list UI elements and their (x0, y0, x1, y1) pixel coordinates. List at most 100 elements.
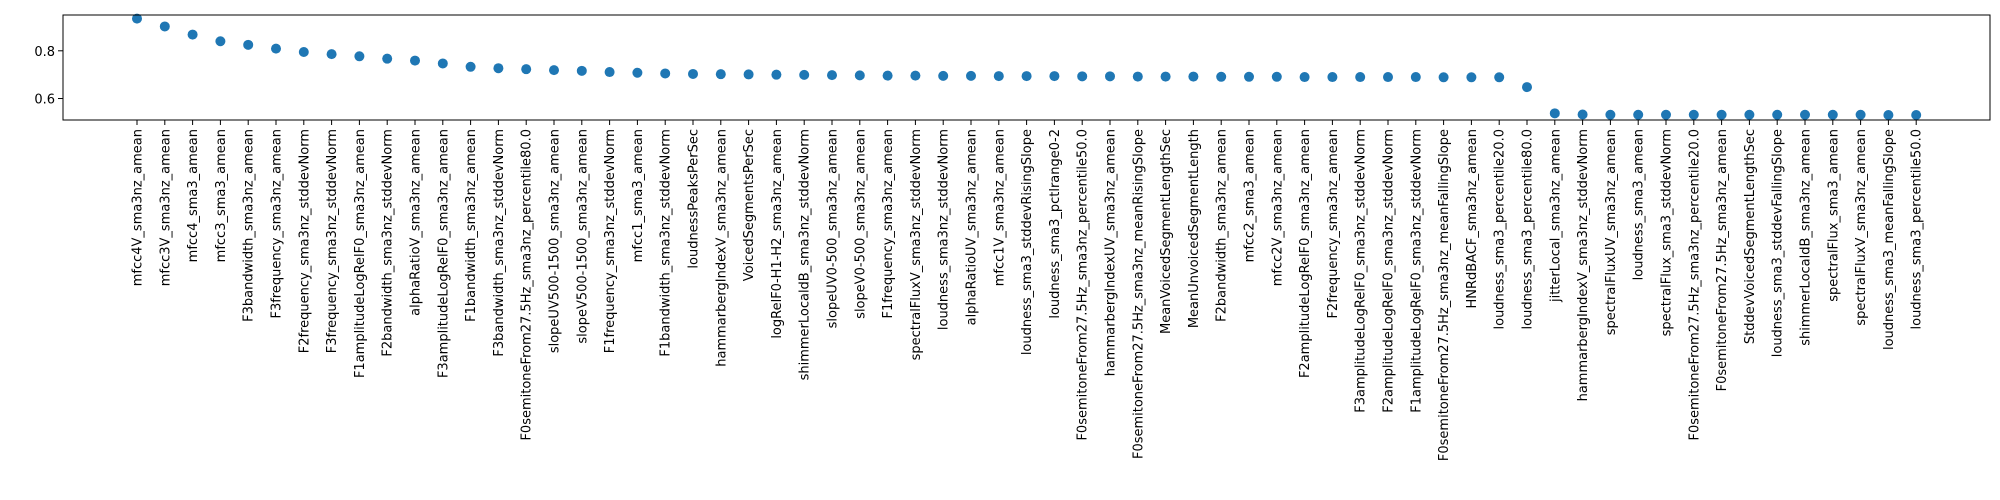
data-point (410, 55, 420, 66)
data-point (910, 70, 921, 81)
data-point (1410, 72, 1421, 83)
data-point (1105, 71, 1115, 82)
data-point (521, 64, 532, 75)
x-tick-label: HNRdBACF_sma3nz_amean (1465, 129, 1480, 309)
x-axis: mfcc4V_sma3nz_amean mfcc3V_sma3nz_amean mf… (131, 120, 1925, 461)
data-point (1160, 71, 1171, 82)
data-point (1772, 109, 1783, 120)
x-tick-label: F0semitoneFrom27.5Hz_sma3nz_meanFallingS… (1437, 129, 1452, 461)
x-tick-label: mfcc2V_sma3nz_amean (1270, 129, 1285, 286)
data-point (854, 70, 865, 81)
x-tick-label: spectralFlux_sma3_stddevNorm (1660, 129, 1675, 336)
data-point (1244, 71, 1254, 82)
data-point (771, 69, 782, 80)
x-tick-label: jitterLocal_sma3nz_amean (1548, 129, 1563, 303)
data-point (1077, 71, 1088, 82)
x-tick-label: F3bandwidth_sma3nz_amean (242, 129, 257, 322)
x-tick-label: shimmerLocaldB_sma3nz_stddevNorm (798, 129, 813, 380)
x-tick-label: F3frequency_sma3nz_amean (270, 129, 285, 319)
data-point (215, 36, 226, 47)
data-point (1021, 71, 1032, 82)
x-tick-label: F1amplitudeLogRelF0_sma3nz_stddevNorm (1409, 129, 1424, 413)
x-tick-label: slopeUV500-1500_sma3nz_amean (548, 129, 563, 353)
data-point (1883, 109, 1894, 120)
x-tick-label: slopeV500-1500_sma3nz_amean (575, 129, 590, 344)
x-tick-label: F1bandwidth_sma3nz_stddevNorm (659, 129, 674, 357)
data-point (1577, 109, 1588, 120)
data-point (465, 61, 476, 72)
x-tick-label: MeanUnvoicedSegmentLength (1187, 129, 1202, 328)
data-point (604, 67, 615, 78)
x-tick-label: mfcc2_sma3_amean (1243, 129, 1258, 262)
x-tick-label: alphaRatioUV_sma3nz_amean (965, 129, 980, 325)
x-tick-label: mfcc1V_sma3nz_amean (992, 129, 1007, 286)
data-point (576, 65, 587, 76)
x-tick-label: F2frequency_sma3nz_amean (1326, 129, 1341, 319)
data-point (493, 63, 504, 74)
data-point (1911, 109, 1922, 120)
x-tick-label: F2amplitudeLogRelF0_sma3nz_stddevNorm (1382, 129, 1397, 413)
x-tick-label: mfcc4_sma3_amean (186, 129, 201, 262)
data-point (1327, 72, 1338, 83)
data-point (271, 43, 281, 54)
data-point (1661, 109, 1671, 120)
data-point (882, 70, 893, 81)
x-tick-label: mfcc4V_sma3nz_amean (131, 129, 146, 286)
data-point (1383, 72, 1393, 83)
y-tick-label: 0.8 (34, 45, 55, 60)
data-point (1744, 109, 1755, 120)
x-tick-label: F1bandwidth_sma3nz_amean (464, 129, 479, 322)
data-point (1855, 109, 1866, 120)
x-tick-label: slopeUV0-500_sma3nz_amean (826, 129, 841, 328)
x-tick-label: hammarbergIndexUV_sma3nz_amean (1104, 129, 1119, 376)
data-point (827, 70, 837, 81)
data-point (298, 46, 309, 57)
x-tick-label: loudness_sma3_pctlrange0-2 (1048, 129, 1063, 319)
data-point (1494, 72, 1505, 83)
x-tick-label: mfcc3_sma3_amean (214, 129, 229, 262)
data-point (1466, 72, 1477, 83)
data-point (993, 71, 1004, 82)
data-point (1605, 109, 1616, 120)
data-point (1438, 72, 1449, 83)
plot-frame (62, 14, 1991, 121)
data-point (354, 51, 365, 62)
data-point (1827, 109, 1838, 120)
x-tick-label: F0semitoneFrom27.5Hz_sma3nz_percentile50… (1076, 129, 1091, 441)
x-tick-label: VoicedSegmentsPerSec (742, 129, 757, 281)
x-tick-label: spectralFlux_sma3_amean (1826, 129, 1841, 302)
x-tick-label: loudness_sma3_stddevRisingSlope (1020, 129, 1035, 355)
data-point (632, 67, 643, 78)
x-tick-label: F1amplitudeLogRelF0_sma3nz_amean (353, 129, 368, 378)
data-point (187, 29, 198, 40)
data-point (1132, 71, 1143, 82)
data-point (1299, 72, 1310, 83)
x-tick-label: logRelF0-H1-H2_sma3nz_amean (770, 129, 785, 339)
x-tick-label: hammarbergIndexV_sma3nz_stddevNorm (1576, 129, 1591, 401)
data-point (243, 39, 254, 50)
y-axis: 0.6 0.8 (34, 45, 63, 108)
data-point (1355, 72, 1366, 83)
x-tick-label: F0semitoneFrom27.5Hz_sma3nz_percentile80… (520, 129, 535, 441)
x-tick-label: F3amplitudeLogRelF0_sma3nz_amean (436, 129, 451, 378)
x-tick-label: loudness_sma3_amean (1632, 129, 1647, 280)
x-tick-label: F1frequency_sma3nz_amean (881, 129, 896, 319)
data-point (437, 58, 448, 69)
data-point (715, 69, 726, 80)
data-point (1633, 109, 1644, 120)
x-tick-label: shimmerLocaldB_sma3nz_amean (1799, 129, 1814, 346)
x-tick-label: F0semitoneFrom27.5Hz_sma3nz_percentile20… (1687, 129, 1702, 441)
data-point (1271, 71, 1282, 82)
x-tick-label: F0semitoneFrom27.5Hz_sma3nz_meanRisingSl… (1131, 129, 1146, 459)
x-tick-label: alphaRatioV_sma3nz_amean (409, 129, 424, 316)
data-point (1549, 108, 1560, 119)
x-tick-label: spectralFluxV_sma3nz_amean (1854, 129, 1869, 326)
data-point (382, 53, 393, 64)
data-point (966, 70, 976, 81)
x-tick-label: slopeV0-500_sma3nz_amean (853, 129, 868, 319)
data-points (132, 13, 1922, 120)
data-point (549, 65, 559, 76)
x-tick-label: spectralFluxUV_sma3nz_amean (1604, 129, 1619, 335)
x-tick-label: loudness_sma3_meanFallingSlope (1882, 129, 1897, 350)
